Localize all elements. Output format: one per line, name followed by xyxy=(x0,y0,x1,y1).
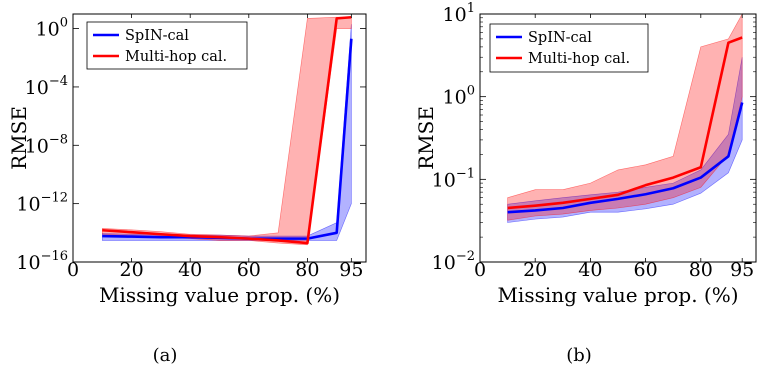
y-tick-label: 10−1 xyxy=(432,166,475,191)
y-tick-label: 10−12 xyxy=(16,191,68,216)
axes-frame xyxy=(72,13,367,263)
y-tick-base: 10 xyxy=(16,194,40,216)
y-tick-base: 10 xyxy=(25,135,49,157)
y-tick-exponent: −2 xyxy=(456,249,475,264)
y-tick-exponent: 0 xyxy=(60,16,68,31)
y-tick-base: 10 xyxy=(432,169,456,191)
band-multi-hop-cal xyxy=(507,12,743,221)
y-tick-exponent: −16 xyxy=(41,249,68,264)
x-tick-label: 0 xyxy=(67,259,79,281)
y-tick-label: 10−8 xyxy=(25,132,68,157)
y-axis-label: RMSE xyxy=(414,106,438,170)
y-tick-exponent: −4 xyxy=(49,74,68,89)
y-tick-base: 10 xyxy=(25,77,49,99)
x-tick-label: 20 xyxy=(120,259,144,281)
band-spin-cal xyxy=(507,57,743,223)
x-tick-label: 80 xyxy=(295,259,319,281)
x-tick-label: 40 xyxy=(178,259,202,281)
x-tick-label: 40 xyxy=(578,259,602,281)
x-tick-label: 95 xyxy=(730,259,754,281)
legend-box xyxy=(489,23,649,73)
y-tick-label: 10−4 xyxy=(25,74,68,99)
x-tick-label: 80 xyxy=(689,259,713,281)
x-tick-label: 20 xyxy=(523,259,547,281)
x-axis-label: Missing value prop. (%) xyxy=(99,283,340,307)
y-tick-base: 10 xyxy=(443,87,467,109)
y-axis-label: RMSE xyxy=(7,106,31,170)
y-tick-base: 10 xyxy=(36,19,60,41)
y-tick-base: 10 xyxy=(443,4,467,26)
y-tick-label: 100 xyxy=(36,16,68,41)
axes-frame xyxy=(479,13,757,263)
panel-label: (b) xyxy=(566,345,592,366)
y-tick-exponent: −8 xyxy=(49,132,68,147)
series-line-spin-cal xyxy=(507,102,744,214)
panel-label: (a) xyxy=(153,345,178,366)
y-tick-exponent: −1 xyxy=(456,166,475,181)
legend-label-multi-hop-cal: Multi-hop cal. xyxy=(528,51,630,67)
y-tick-exponent: −12 xyxy=(41,191,68,206)
legend-label-multi-hop-cal: Multi-hop cal. xyxy=(125,49,227,65)
y-tick-exponent: 1 xyxy=(467,1,475,16)
x-tick-label: 60 xyxy=(634,259,658,281)
band-spin-cal xyxy=(102,24,352,241)
x-axis-label: Missing value prop. (%) xyxy=(497,283,738,307)
x-tick-label: 60 xyxy=(237,259,261,281)
y-tick-base: 10 xyxy=(432,252,456,274)
y-tick-exponent: 0 xyxy=(467,84,475,99)
y-tick-base: 10 xyxy=(16,252,40,274)
legend-box xyxy=(86,21,248,70)
x-tick-label: 0 xyxy=(474,259,486,281)
chart-panel-a: 0 20 40 60 80 9510−1610−1210−810−4100Missing … xyxy=(7,13,367,366)
legend-label-spin-cal: SpIN-cal xyxy=(125,28,189,44)
y-tick-label: 10−2 xyxy=(432,249,475,274)
x-tick-label: 95 xyxy=(339,259,363,281)
legend-label-spin-cal: SpIN-cal xyxy=(528,30,592,46)
series-line-multi-hop-cal xyxy=(102,15,352,245)
legend: SpIN-cal Multi-hop cal. xyxy=(86,21,248,70)
series-line-multi-hop-cal xyxy=(507,36,743,210)
y-tick-label: 101 xyxy=(443,1,475,26)
y-tick-label: 10−16 xyxy=(16,249,68,274)
legend: SpIN-cal Multi-hop cal. xyxy=(489,23,649,73)
y-tick-label: 100 xyxy=(443,84,475,109)
